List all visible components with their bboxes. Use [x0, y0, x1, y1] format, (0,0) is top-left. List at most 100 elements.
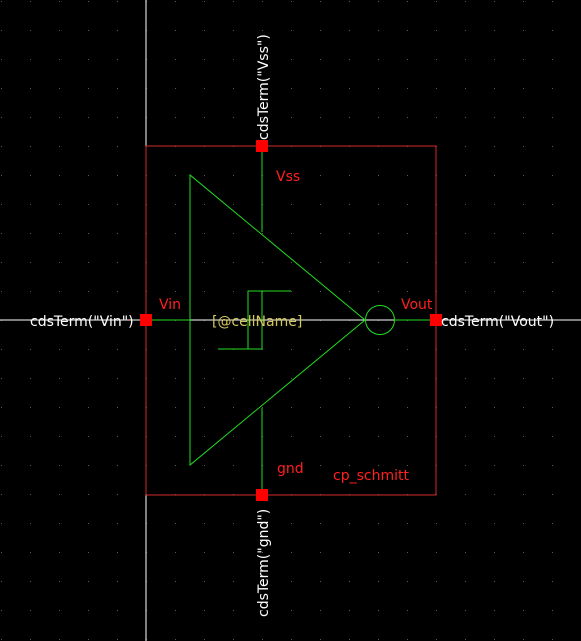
- grid-dot: [523, 436, 524, 437]
- term-label-vout[interactable]: cdsTerm("Vout"): [441, 314, 554, 330]
- grid-dot: [523, 117, 524, 118]
- grid-dot: [30, 30, 31, 31]
- grid-dot: [233, 175, 234, 176]
- term-label-vss[interactable]: cdsTerm("Vss"): [256, 34, 272, 140]
- grid-dot: [117, 436, 118, 437]
- pin-gnd[interactable]: [256, 489, 268, 501]
- grid-dot: [88, 378, 89, 379]
- grid-dot: [175, 610, 176, 611]
- grid-dot: [494, 610, 495, 611]
- cell-name-placeholder[interactable]: [@cellName]: [212, 314, 302, 330]
- grid-dot: [465, 523, 466, 524]
- grid-dot: [320, 407, 321, 408]
- grid-dot: [291, 204, 292, 205]
- grid-dot: [349, 204, 350, 205]
- grid-dot: [320, 349, 321, 350]
- grid-dot: [204, 523, 205, 524]
- grid-dot: [349, 1, 350, 2]
- grid-dot: [1, 30, 2, 31]
- grid-dot: [1, 523, 2, 524]
- grid-dot: [59, 494, 60, 495]
- grid-dot: [494, 581, 495, 582]
- grid-dot: [117, 610, 118, 611]
- grid-dot: [1, 262, 2, 263]
- grid-dot: [552, 407, 553, 408]
- grid-dot: [204, 581, 205, 582]
- grid-dot: [291, 1, 292, 2]
- grid-dot: [378, 407, 379, 408]
- grid-dot: [320, 291, 321, 292]
- grid-dot: [407, 552, 408, 553]
- grid-dot: [291, 30, 292, 31]
- grid-dot: [59, 465, 60, 466]
- grid-dot: [465, 175, 466, 176]
- grid-dot: [552, 378, 553, 379]
- grid-dot: [378, 1, 379, 2]
- grid-dot: [1, 465, 2, 466]
- pin-label-vout[interactable]: Vout: [401, 297, 433, 313]
- pin-label-vin[interactable]: Vin: [159, 297, 181, 313]
- grid-dot: [552, 262, 553, 263]
- grid-dot: [30, 465, 31, 466]
- grid-dot: [407, 233, 408, 234]
- grid-dot: [175, 465, 176, 466]
- grid-dot: [1, 378, 2, 379]
- pin-label-gnd[interactable]: gnd: [277, 461, 304, 477]
- grid-dot: [59, 117, 60, 118]
- grid-dot: [378, 291, 379, 292]
- grid-dot: [175, 30, 176, 31]
- grid-dot: [378, 378, 379, 379]
- cell-instance-label[interactable]: cp_schmitt: [333, 468, 409, 484]
- grid-dot: [494, 552, 495, 553]
- grid-dot: [204, 378, 205, 379]
- grid-dot: [30, 610, 31, 611]
- grid-dot: [59, 233, 60, 234]
- grid-dot: [552, 59, 553, 60]
- grid-dot: [349, 465, 350, 466]
- grid-dot: [523, 291, 524, 292]
- grid-dot: [494, 59, 495, 60]
- pin-label-vss[interactable]: Vss: [276, 169, 300, 185]
- grid-dot: [552, 610, 553, 611]
- grid-dot: [30, 1, 31, 2]
- pins: [140, 140, 442, 501]
- grid-dot: [175, 378, 176, 379]
- grid-dot: [233, 523, 234, 524]
- grid-dot: [204, 639, 205, 640]
- grid-dot: [320, 262, 321, 263]
- grid-dot: [349, 233, 350, 234]
- grid-dot: [204, 552, 205, 553]
- pin-vss[interactable]: [256, 140, 268, 152]
- grid-dot: [494, 262, 495, 263]
- grid-dot: [523, 610, 524, 611]
- grid-dot: [523, 494, 524, 495]
- term-label-vin[interactable]: cdsTerm("Vin"): [30, 314, 134, 330]
- grid-dot: [30, 291, 31, 292]
- grid-dot: [407, 59, 408, 60]
- grid-dot: [523, 639, 524, 640]
- grid-dot: [59, 291, 60, 292]
- grid-dot: [117, 59, 118, 60]
- grid-dot: [1, 1, 2, 2]
- grid-dot: [175, 291, 176, 292]
- grid-dot: [204, 204, 205, 205]
- grid-dot: [88, 407, 89, 408]
- grid-dot: [494, 175, 495, 176]
- grid-dot: [349, 523, 350, 524]
- term-label-gnd[interactable]: cdsTerm("gnd"): [256, 509, 272, 617]
- grid-dot: [88, 117, 89, 118]
- grid-dot: [378, 523, 379, 524]
- grid-dot: [552, 639, 553, 640]
- pin-vin[interactable]: [140, 314, 152, 326]
- grid-dot: [291, 639, 292, 640]
- grid-dot: [59, 581, 60, 582]
- grid-dot: [117, 117, 118, 118]
- grid-dot: [436, 1, 437, 2]
- grid-dot: [88, 552, 89, 553]
- grid-dot: [262, 117, 263, 118]
- grid-dot: [262, 378, 263, 379]
- grid-dot: [117, 146, 118, 147]
- grid-dot: [523, 233, 524, 234]
- pin-vout[interactable]: [430, 314, 442, 326]
